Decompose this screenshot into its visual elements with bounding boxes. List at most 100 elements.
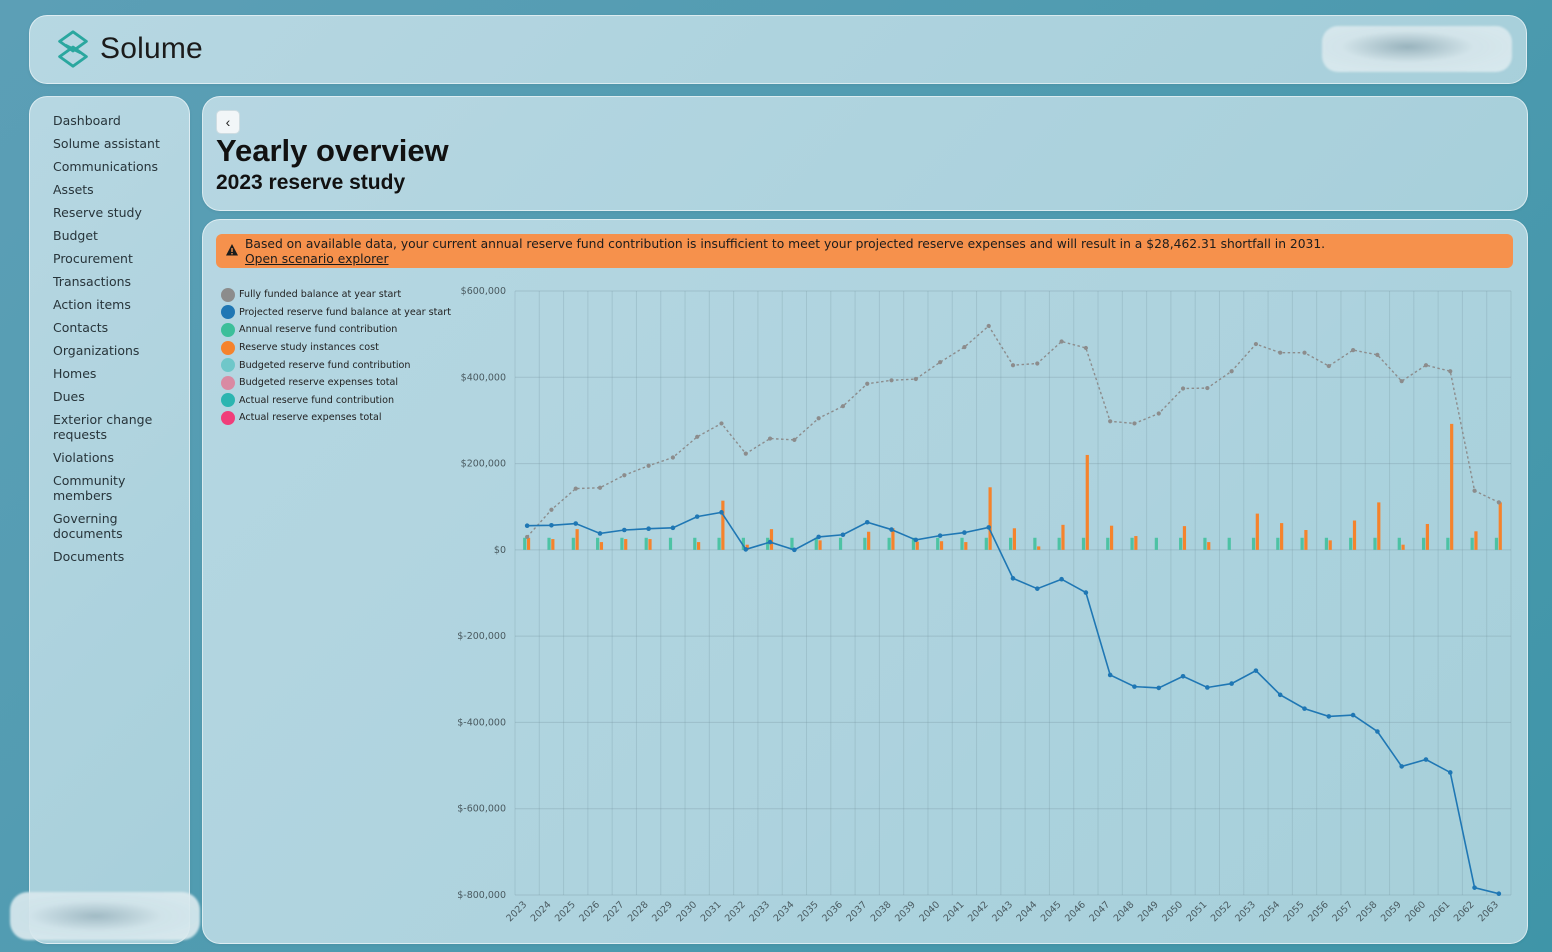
bar-reserve-study-instances-cost (575, 529, 579, 550)
data-point (816, 534, 821, 540)
sidebar-item-procurement[interactable]: Procurement (53, 251, 133, 266)
legend-item[interactable]: Budgeted reserve fund contribution (221, 356, 451, 374)
sidebar-item-homes[interactable]: Homes (53, 366, 97, 381)
sidebar-item-exterior-change-requests[interactable]: Exterior change requests (53, 412, 153, 442)
shortfall-alert: Based on available data, your current an… (216, 234, 1513, 268)
data-point (719, 510, 724, 515)
x-tick-label: 2051 (1185, 899, 1210, 924)
data-point (1472, 885, 1477, 890)
bar-annual-reserve-fund-contribution (1421, 537, 1426, 550)
data-point (1447, 770, 1453, 775)
sidebar-nav: Dashboard Solume assistant Communications A… (53, 113, 183, 572)
data-point (792, 437, 797, 442)
bar-annual-reserve-fund-contribution (887, 537, 891, 550)
bar-annual-reserve-fund-contribution (1251, 537, 1256, 550)
sidebar-item-solume-assistant[interactable]: Solume assistant (53, 136, 160, 151)
legend-swatch (221, 358, 235, 373)
x-tick-label: 2028 (626, 899, 651, 924)
open-scenario-explorer-link[interactable]: Open scenario explorer (245, 252, 389, 266)
bar-annual-reserve-fund-contribution (936, 537, 940, 550)
bar-reserve-study-instances-cost (1425, 523, 1429, 550)
x-tick-label: 2046 (1063, 899, 1088, 924)
x-tick-label: 2055 (1282, 899, 1307, 924)
y-tick-label: $200,000 (461, 459, 506, 470)
bar-annual-reserve-fund-contribution (1203, 537, 1207, 550)
bar-annual-reserve-fund-contribution (1081, 537, 1086, 550)
data-point (573, 486, 578, 491)
data-point (1375, 729, 1380, 734)
bar-annual-reserve-fund-contribution (1494, 537, 1499, 550)
legend-item[interactable]: Budgeted reserve expenses total (221, 374, 451, 392)
profile-menu[interactable] (10, 892, 200, 940)
sidebar-item-community-members[interactable]: Community members (53, 473, 126, 503)
bar-reserve-study-instances-cost (1304, 530, 1308, 550)
legend-item[interactable]: Projected reserve fund balance at year s… (221, 304, 451, 322)
data-point (1180, 386, 1186, 391)
data-point (1326, 714, 1332, 719)
sidebar-item-communications[interactable]: Communications (53, 159, 159, 174)
data-point (864, 519, 870, 525)
sidebar-item-transactions[interactable]: Transactions (53, 274, 132, 289)
legend-label: Annual reserve fund contribution (239, 324, 398, 336)
x-tick-label: 2040 (917, 899, 942, 924)
x-tick-label: 2035 (796, 899, 821, 924)
x-tick-label: 2026 (577, 899, 602, 924)
data-point (913, 376, 918, 382)
bar-annual-reserve-fund-contribution (547, 537, 551, 550)
sidebar-item-contacts[interactable]: Contacts (53, 320, 109, 335)
data-point (1035, 361, 1040, 366)
bar-reserve-study-instances-cost (1012, 528, 1016, 550)
chart-legend: Fully funded balance at year start Projec… (221, 286, 451, 427)
sidebar-item-documents[interactable]: Documents (53, 549, 125, 564)
data-point (1059, 576, 1064, 582)
data-point (549, 522, 554, 528)
legend-item[interactable]: Actual reserve expenses total (221, 409, 451, 427)
data-point (938, 360, 943, 365)
data-point (1156, 411, 1161, 416)
sidebar-item-governing-documents[interactable]: Governing documents (53, 511, 123, 541)
data-point (1229, 681, 1234, 686)
legend-label: Reserve study instances cost (239, 342, 379, 354)
data-point (719, 421, 724, 426)
bar-annual-reserve-fund-contribution (717, 537, 721, 550)
series-line-fully-funded-balance-at-year-start (526, 324, 1500, 538)
sidebar-item-violations[interactable]: Violations (53, 450, 114, 465)
sidebar-item-budget[interactable]: Budget (53, 228, 98, 243)
bar-reserve-study-instances-cost (891, 528, 895, 550)
legend-item[interactable]: Actual reserve fund contribution (221, 392, 451, 410)
back-button[interactable]: ‹ (216, 110, 240, 134)
sidebar-item-organizations[interactable]: Organizations (53, 343, 140, 358)
data-point (1496, 891, 1502, 897)
logo[interactable]: Solume (52, 28, 203, 70)
bar-reserve-study-instances-cost (769, 529, 774, 550)
data-point (1375, 352, 1380, 357)
sidebar-item-assets[interactable]: Assets (53, 182, 94, 197)
data-point (792, 547, 797, 553)
legend-item[interactable]: Annual reserve fund contribution (221, 321, 451, 339)
x-tick-label: 2036 (820, 899, 845, 924)
data-point (1010, 576, 1016, 581)
bar-reserve-study-instances-cost (964, 542, 968, 550)
data-point (1350, 348, 1356, 353)
bar-annual-reserve-fund-contribution (1397, 537, 1401, 550)
legend-label: Actual reserve fund contribution (239, 394, 395, 406)
bar-annual-reserve-fund-contribution (1349, 537, 1353, 550)
legend-item[interactable]: Fully funded balance at year start (221, 286, 451, 304)
bar-annual-reserve-fund-contribution (644, 537, 648, 550)
sidebar-item-dashboard[interactable]: Dashboard (53, 113, 121, 128)
user-menu[interactable] (1322, 26, 1512, 72)
sidebar-item-dues[interactable]: Dues (53, 389, 85, 404)
data-point (1423, 757, 1429, 762)
legend-item[interactable]: Reserve study instances cost (221, 339, 451, 357)
bar-annual-reserve-fund-contribution (766, 537, 770, 550)
bar-annual-reserve-fund-contribution (1057, 537, 1061, 550)
sidebar-item-action-items[interactable]: Action items (53, 297, 131, 312)
x-tick-label: 2050 (1160, 899, 1185, 924)
data-point (597, 531, 603, 536)
sidebar-item-reserve-study[interactable]: Reserve study (53, 205, 142, 220)
legend-label: Projected reserve fund balance at year s… (239, 306, 451, 318)
bar-reserve-study-instances-cost (696, 542, 701, 550)
legend-label: Fully funded balance at year start (239, 289, 402, 301)
brand-name: Solume (100, 32, 203, 65)
data-point (646, 463, 651, 468)
